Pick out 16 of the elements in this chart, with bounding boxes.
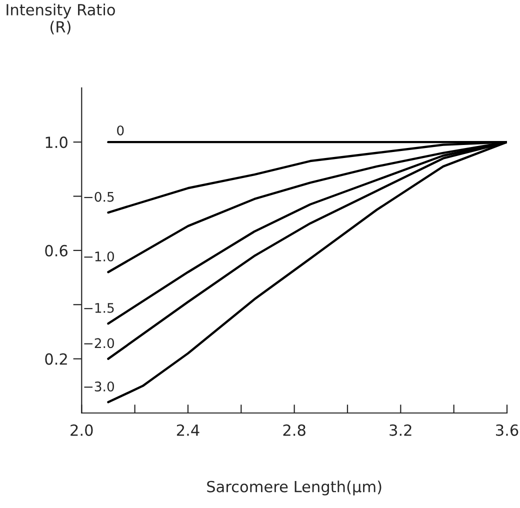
series-label: −0.5	[84, 192, 114, 202]
y-axis-title: Intensity Ratio (R)	[6, 4, 115, 34]
x-tick-label: 2.8	[283, 424, 306, 436]
series-label: 0	[117, 125, 124, 136]
y-tick-label: 1.0	[46, 136, 68, 148]
x-tick-label: 2.4	[176, 424, 200, 436]
series-label: −1.0	[84, 251, 114, 262]
series-label: −2.0	[84, 338, 114, 348]
x-tick-label: 2.0	[70, 424, 93, 436]
series-label: −1.5	[84, 303, 114, 313]
x-tick-label: 3.2	[390, 424, 412, 436]
y-tick-label: 0.2	[45, 353, 67, 365]
y-tick-label: 0.6	[45, 244, 68, 256]
x-tick-label: 3.6	[496, 424, 518, 436]
series-label: −3.0	[84, 382, 114, 392]
x-axis-title: Sarcomere Length(μm)	[207, 480, 382, 496]
